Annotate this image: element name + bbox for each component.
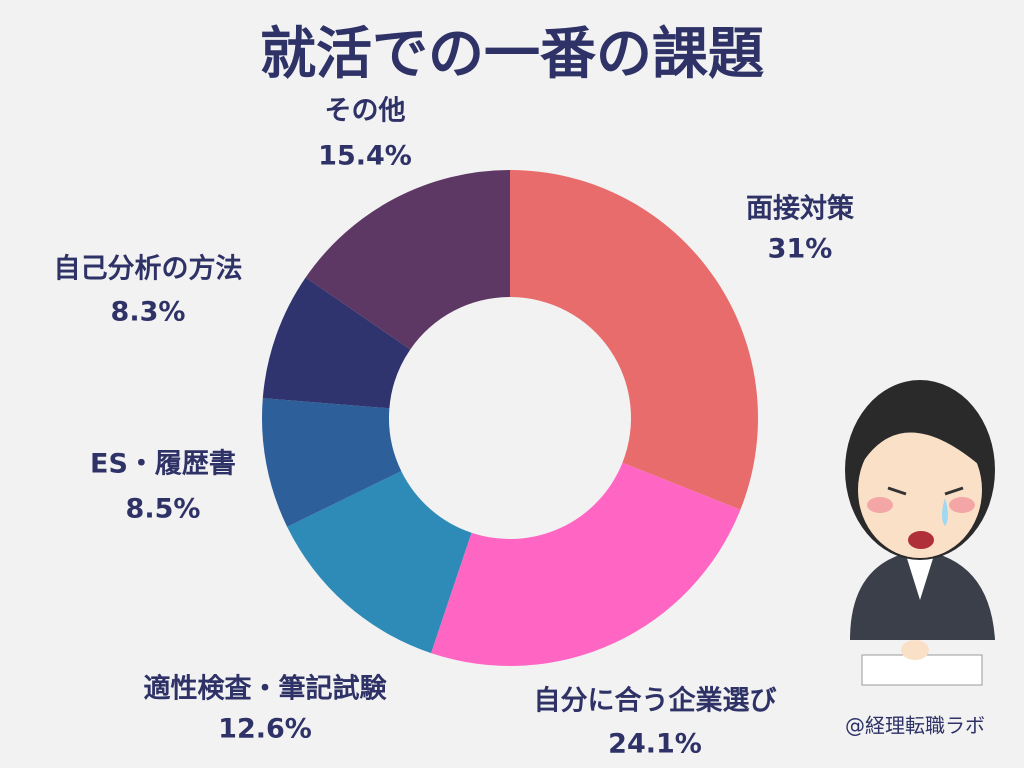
- paper: [861, 654, 983, 686]
- donut-slice: [287, 471, 472, 654]
- slice-label: その他: [325, 96, 406, 127]
- donut-slice: [305, 170, 510, 350]
- mouth: [908, 531, 934, 549]
- value-label: 8.3%: [111, 297, 186, 328]
- suit: [850, 550, 995, 640]
- cheek: [867, 497, 893, 513]
- donut-slice: [262, 398, 402, 527]
- bangs: [858, 415, 985, 470]
- slice-label: 面接対策: [746, 193, 855, 225]
- slice-label: ES・履歴書: [90, 449, 236, 480]
- value-label: 12.6%: [218, 714, 312, 745]
- chart-title: 就活での一番の課題: [260, 22, 764, 87]
- hand: [901, 640, 929, 660]
- slice-label: 適性検査・筆記試験: [144, 673, 388, 705]
- value-label: 24.1%: [608, 729, 702, 760]
- slice-label: 自己分析の方法: [54, 253, 243, 285]
- shirt: [905, 552, 935, 600]
- illustration: [845, 380, 995, 686]
- value-label: 8.5%: [126, 494, 201, 525]
- donut-slice: [262, 277, 411, 409]
- tear: [942, 498, 948, 526]
- cheek: [949, 497, 975, 513]
- slice-label: 自分に合う企業選び: [534, 685, 777, 717]
- value-label: 15.4%: [318, 141, 412, 172]
- eyes: [887, 486, 964, 496]
- donut-slice: [510, 170, 758, 510]
- credit: @経理転職ラボ: [845, 714, 985, 738]
- face: [858, 422, 982, 558]
- value-label: 31%: [768, 234, 833, 265]
- donut-slice: [431, 462, 741, 666]
